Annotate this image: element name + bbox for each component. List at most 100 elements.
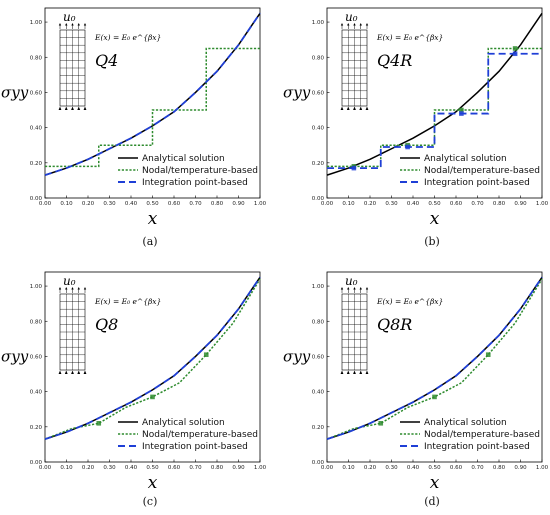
support-symbol (64, 106, 68, 110)
y-tick-label: 0.20 (312, 161, 325, 167)
x-tick-label: 0.70 (189, 201, 202, 207)
support-symbol (77, 106, 81, 110)
x-axis-label: x (430, 209, 440, 229)
series-marker (378, 420, 384, 426)
x-tick-label: 0.60 (168, 201, 181, 207)
x-tick-label: 0.40 (407, 465, 420, 471)
series-marker (459, 107, 464, 113)
x-tick-label: 0.70 (471, 465, 484, 471)
x-axis-label: x (148, 473, 158, 493)
load-arrow-head (83, 23, 87, 26)
y-axis-label: σyy (1, 347, 29, 365)
legend-entry: Analytical solution (424, 154, 507, 164)
x-tick-label: 0.00 (39, 201, 52, 207)
mesh-inset: u₀ (340, 10, 369, 110)
support-symbol (71, 106, 74, 110)
legend-entry: Integration point-based (142, 178, 248, 188)
x-tick-label: 0.90 (232, 201, 245, 207)
support-symbol (353, 370, 356, 374)
y-tick-label: 0.80 (30, 55, 43, 61)
chart-panel-2: 0.00 0.10 0.20 0.30 0.40 0.50 0.60 0.70 0.80 0.90… (1, 271, 267, 508)
x-tick-label: 0.80 (211, 201, 224, 207)
x-tick-label: 1.00 (254, 465, 267, 471)
y-tick-label: 0.40 (312, 126, 325, 132)
series-line-dotted (327, 47, 542, 168)
y-tick-label: 0.80 (312, 55, 325, 61)
support-symbol (365, 106, 369, 110)
series-line-dashed (326, 276, 543, 440)
x-tick-label: 0.10 (342, 201, 355, 207)
panel-caption: (d) (424, 495, 440, 508)
y-tick-label: 0.00 (30, 460, 43, 466)
legend: Analytical solution Nodal/temperature-bas… (118, 154, 258, 188)
series-marker (96, 420, 102, 426)
load-arrow-head (359, 287, 362, 290)
x-axis-label: x (148, 209, 158, 229)
support-symbol (353, 106, 356, 110)
series-line-dashed (327, 52, 542, 169)
support-symbol (365, 370, 369, 374)
x-tick-label: 0.20 (82, 201, 95, 207)
legend-entry: Integration point-based (424, 178, 530, 188)
x-tick-label: 0.40 (407, 201, 420, 207)
load-arrow-head (65, 287, 68, 290)
mesh-load-label: u₀ (63, 274, 76, 288)
load-arrow-head (340, 23, 344, 26)
x-tick-label: 0.90 (514, 465, 527, 471)
y-tick-label: 0.40 (30, 390, 43, 396)
load-arrow-head (77, 287, 80, 290)
y-tick-label: 0.60 (312, 90, 325, 96)
modulus-formula: E(x) = E₀ e^{βx} (376, 297, 443, 306)
load-arrow-head (340, 287, 344, 290)
mesh-load-label: u₀ (345, 274, 358, 288)
element-type-label: Q4R (377, 51, 412, 70)
x-tick-label: 1.00 (254, 201, 267, 207)
load-arrow-head (58, 287, 62, 290)
legend-entry: Analytical solution (424, 418, 507, 428)
series-marker (405, 144, 410, 150)
element-type-label: Q4 (95, 51, 118, 70)
x-tick-label: 0.50 (428, 201, 441, 207)
mesh-inset: u₀ (58, 10, 87, 110)
support-symbol (83, 106, 87, 110)
series-marker (432, 394, 437, 400)
legend-entry: Nodal/temperature-based (424, 430, 540, 440)
y-tick-label: 0.00 (312, 196, 325, 202)
legend-entry: Nodal/temperature-based (142, 166, 258, 176)
x-tick-label: 0.50 (428, 465, 441, 471)
x-tick-label: 1.00 (536, 465, 549, 471)
load-arrow-head (347, 23, 350, 26)
load-arrow-head (365, 287, 369, 290)
y-tick-label: 1.00 (30, 20, 43, 26)
x-tick-label: 0.30 (385, 201, 398, 207)
x-tick-label: 1.00 (536, 201, 549, 207)
x-tick-label: 0.00 (321, 201, 334, 207)
modulus-formula: E(x) = E₀ e^{βx} (94, 33, 161, 42)
load-arrow-head (359, 23, 362, 26)
x-tick-label: 0.30 (385, 465, 398, 471)
x-tick-label: 0.30 (103, 465, 116, 471)
x-tick-label: 0.10 (60, 201, 73, 207)
y-tick-label: 0.80 (30, 319, 43, 325)
element-type-label: Q8R (377, 315, 412, 334)
panels-group: 0.00 0.10 0.20 0.30 0.40 0.50 0.60 0.70 0.80 0.90… (1, 7, 549, 508)
x-tick-label: 0.20 (82, 465, 95, 471)
x-tick-label: 0.00 (39, 465, 52, 471)
mesh-load-label: u₀ (345, 10, 358, 24)
legend-entry: Analytical solution (142, 418, 225, 428)
series-marker (459, 111, 464, 116)
series-line-dashed (44, 276, 261, 440)
mesh-inset: u₀ (58, 274, 87, 374)
support-symbol (340, 370, 344, 374)
legend-entry: Nodal/temperature-based (424, 166, 540, 176)
x-tick-label: 0.50 (146, 465, 159, 471)
modulus-formula: E(x) = E₀ e^{βx} (376, 33, 443, 42)
x-tick-label: 0.40 (125, 201, 138, 207)
support-symbol (340, 106, 344, 110)
support-symbol (71, 370, 74, 374)
x-tick-label: 0.90 (514, 201, 527, 207)
legend: Analytical solution Nodal/temperature-bas… (400, 154, 540, 188)
y-tick-label: 1.00 (312, 20, 325, 26)
load-arrow-head (71, 287, 74, 290)
